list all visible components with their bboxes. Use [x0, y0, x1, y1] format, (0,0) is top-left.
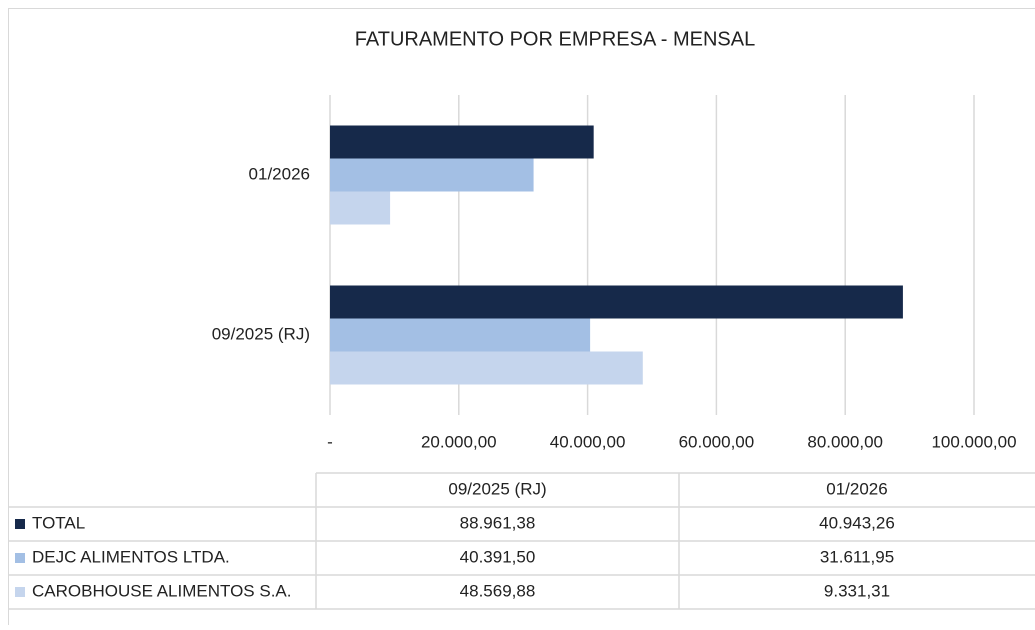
x-tick-label: 60.000,00: [679, 432, 755, 451]
table-cell: 40.943,26: [819, 513, 895, 532]
legend-key: [15, 519, 25, 529]
bar: [330, 126, 594, 159]
table-header: 01/2026: [826, 479, 887, 498]
table-cell: 9.331,31: [824, 581, 890, 600]
table-cell: 31.611,95: [820, 547, 894, 566]
bar: [330, 159, 534, 192]
x-tick-label: 100.000,00: [931, 432, 1016, 451]
x-tick-label: 20.000,00: [421, 432, 497, 451]
table-cell: 88.961,38: [460, 513, 536, 532]
legend-label: DEJC ALIMENTOS LTDA.: [32, 547, 230, 566]
bar: [330, 352, 643, 385]
bar: [330, 286, 903, 319]
x-tick-label: 80.000,00: [807, 432, 883, 451]
y-tick-label: 09/2025 (RJ): [212, 324, 310, 343]
x-tick-label: -: [327, 432, 333, 451]
bar: [330, 319, 590, 352]
legend-label: TOTAL: [32, 513, 85, 532]
legend-label: CAROBHOUSE ALIMENTOS S.A.: [32, 581, 291, 600]
bar: [330, 192, 390, 225]
legend-key: [15, 587, 25, 597]
table-header: 09/2025 (RJ): [448, 479, 546, 498]
table-cell: 40.391,50: [460, 547, 536, 566]
table-cell: 48.569,88: [460, 581, 536, 600]
chart-title: FATURAMENTO POR EMPRESA - MENSAL: [355, 28, 755, 50]
legend-key: [15, 553, 25, 563]
x-tick-label: 40.000,00: [550, 432, 626, 451]
y-tick-label: 01/2026: [249, 164, 310, 183]
